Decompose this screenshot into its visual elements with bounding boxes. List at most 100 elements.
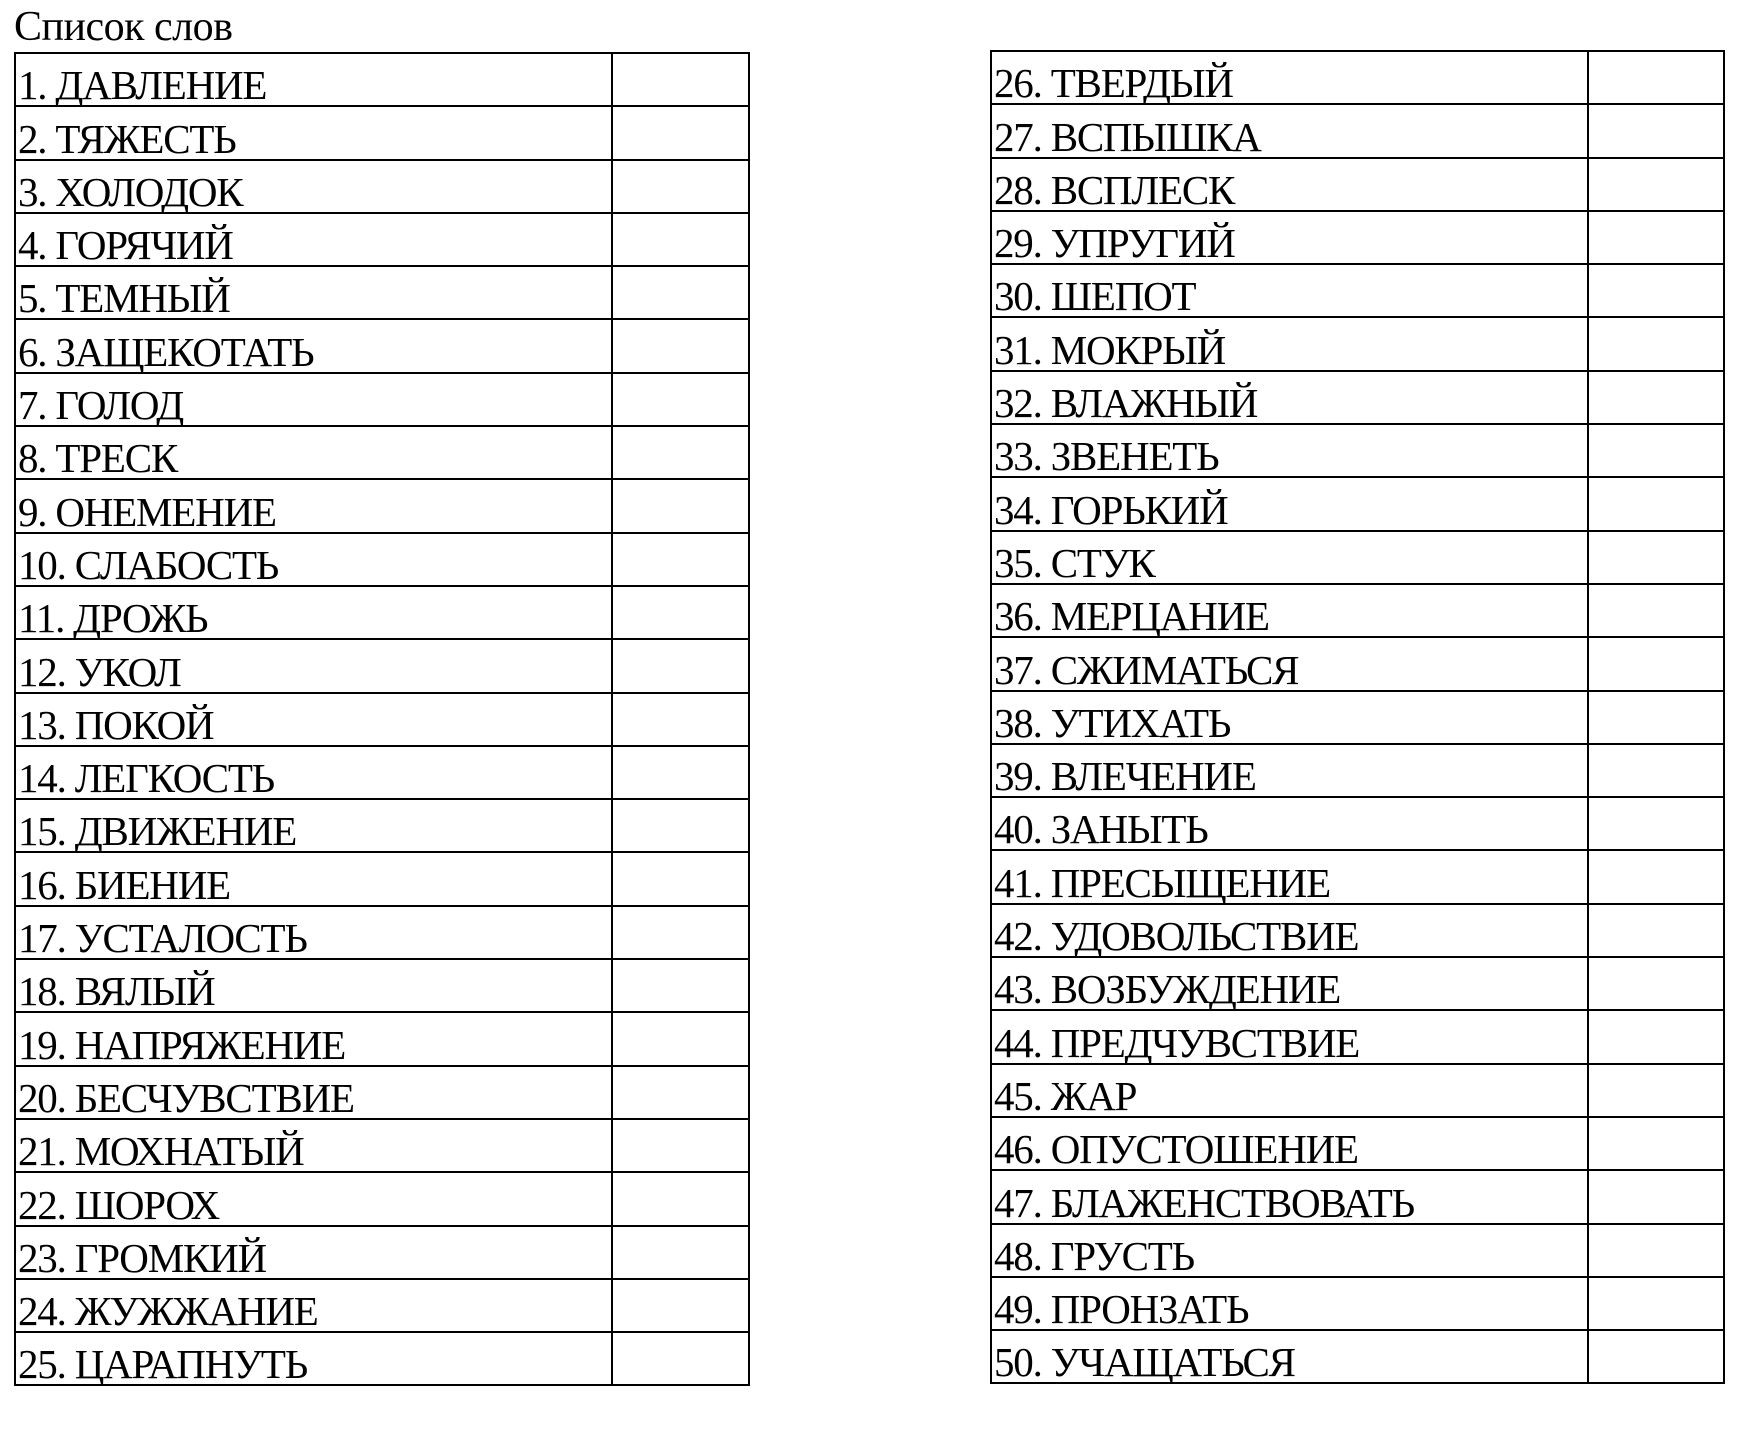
table-row: 6. ЗАЩЕКОТАТЬ — [15, 319, 749, 372]
answer-cell[interactable] — [612, 746, 749, 799]
word-cell: 42. УДОВОЛЬСТВИЕ — [991, 904, 1588, 957]
answer-cell[interactable] — [612, 479, 749, 532]
answer-cell[interactable] — [612, 959, 749, 1012]
answer-cell[interactable] — [612, 53, 749, 106]
answer-cell[interactable] — [612, 1226, 749, 1279]
answer-cell[interactable] — [612, 1119, 749, 1172]
table-row: 25. ЦАРАПНУТЬ — [15, 1332, 749, 1385]
answer-cell[interactable] — [1588, 211, 1724, 264]
answer-cell[interactable] — [1588, 957, 1724, 1010]
word-cell: 4. ГОРЯЧИЙ — [15, 213, 612, 266]
table-row: 19. НАПРЯЖЕНИЕ — [15, 1012, 749, 1065]
answer-cell[interactable] — [612, 1279, 749, 1332]
word-cell: 32. ВЛАЖНЫЙ — [991, 371, 1588, 424]
answer-cell[interactable] — [1588, 371, 1724, 424]
table-row: 37. СЖИМАТЬСЯ — [991, 637, 1724, 690]
word-cell: 23. ГРОМКИЙ — [15, 1226, 612, 1279]
answer-cell[interactable] — [1588, 104, 1724, 157]
answer-cell[interactable] — [612, 213, 749, 266]
table-row: 3. ХОЛОДОК — [15, 160, 749, 213]
table-row: 49. ПРОНЗАТЬ — [991, 1277, 1724, 1330]
answer-cell[interactable] — [1588, 584, 1724, 637]
answer-cell[interactable] — [1588, 1277, 1724, 1330]
word-cell: 38. УТИХАТЬ — [991, 691, 1588, 744]
answer-cell[interactable] — [1588, 317, 1724, 370]
answer-cell[interactable] — [1588, 158, 1724, 211]
table-row: 47. БЛАЖЕНСТВОВАТЬ — [991, 1170, 1724, 1223]
answer-cell[interactable] — [1588, 424, 1724, 477]
answer-cell[interactable] — [612, 639, 749, 692]
answer-cell[interactable] — [612, 799, 749, 852]
word-cell: 17. УСТАЛОСТЬ — [15, 906, 612, 959]
table-row: 46. ОПУСТОШЕНИЕ — [991, 1117, 1724, 1170]
word-cell: 12. УКОЛ — [15, 639, 612, 692]
answer-cell[interactable] — [612, 693, 749, 746]
word-cell: 3. ХОЛОДОК — [15, 160, 612, 213]
word-cell: 2. ТЯЖЕСТЬ — [15, 106, 612, 159]
answer-cell[interactable] — [612, 1012, 749, 1065]
word-cell: 35. СТУК — [991, 531, 1588, 584]
word-cell: 49. ПРОНЗАТЬ — [991, 1277, 1588, 1330]
table-row: 43. ВОЗБУЖДЕНИЕ — [991, 957, 1724, 1010]
answer-cell[interactable] — [612, 106, 749, 159]
answer-cell[interactable] — [1588, 264, 1724, 317]
table-row: 50. УЧАЩАТЬСЯ — [991, 1330, 1724, 1383]
word-cell: 36. МЕРЦАНИЕ — [991, 584, 1588, 637]
table-row: 23. ГРОМКИЙ — [15, 1226, 749, 1279]
answer-cell[interactable] — [612, 160, 749, 213]
answer-cell[interactable] — [612, 1172, 749, 1225]
table-row: 32. ВЛАЖНЫЙ — [991, 371, 1724, 424]
word-cell: 33. ЗВЕНЕТЬ — [991, 424, 1588, 477]
answer-cell[interactable] — [1588, 531, 1724, 584]
answer-cell[interactable] — [1588, 1170, 1724, 1223]
answer-cell[interactable] — [1588, 691, 1724, 744]
word-table-left: 1. ДАВЛЕНИЕ2. ТЯЖЕСТЬ3. ХОЛОДОК4. ГОРЯЧИ… — [14, 52, 750, 1386]
table-row: 13. ПОКОЙ — [15, 693, 749, 746]
answer-cell[interactable] — [1588, 637, 1724, 690]
answer-cell[interactable] — [612, 319, 749, 372]
word-cell: 21. МОХНАТЫЙ — [15, 1119, 612, 1172]
table-row: 38. УТИХАТЬ — [991, 691, 1724, 744]
answer-cell[interactable] — [1588, 477, 1724, 530]
answer-cell[interactable] — [1588, 1330, 1724, 1383]
answer-cell[interactable] — [1588, 51, 1724, 104]
answer-cell[interactable] — [612, 906, 749, 959]
answer-cell[interactable] — [612, 1066, 749, 1119]
answer-cell[interactable] — [612, 533, 749, 586]
answer-cell[interactable] — [1588, 904, 1724, 957]
table-row: 41. ПРЕСЫЩЕНИЕ — [991, 850, 1724, 903]
table-row: 4. ГОРЯЧИЙ — [15, 213, 749, 266]
word-cell: 41. ПРЕСЫЩЕНИЕ — [991, 850, 1588, 903]
answer-cell[interactable] — [1588, 797, 1724, 850]
answer-cell[interactable] — [1588, 1064, 1724, 1117]
answer-cell[interactable] — [612, 426, 749, 479]
word-cell: 50. УЧАЩАТЬСЯ — [991, 1330, 1588, 1383]
answer-cell[interactable] — [1588, 1117, 1724, 1170]
answer-cell[interactable] — [1588, 1010, 1724, 1063]
table-row: 16. БИЕНИЕ — [15, 852, 749, 905]
table-row: 14. ЛЕГКОСТЬ — [15, 746, 749, 799]
answer-cell[interactable] — [1588, 1224, 1724, 1277]
word-cell: 8. ТРЕСК — [15, 426, 612, 479]
table-row: 33. ЗВЕНЕТЬ — [991, 424, 1724, 477]
answer-cell[interactable] — [612, 586, 749, 639]
word-cell: 5. ТЕМНЫЙ — [15, 266, 612, 319]
word-cell: 40. ЗАНЫТЬ — [991, 797, 1588, 850]
answer-cell[interactable] — [612, 1332, 749, 1385]
word-cell: 16. БИЕНИЕ — [15, 852, 612, 905]
table-row: 40. ЗАНЫТЬ — [991, 797, 1724, 850]
answer-cell[interactable] — [1588, 850, 1724, 903]
word-cell: 18. ВЯЛЫЙ — [15, 959, 612, 1012]
table-row: 29. УПРУГИЙ — [991, 211, 1724, 264]
answer-cell[interactable] — [612, 266, 749, 319]
table-row: 15. ДВИЖЕНИЕ — [15, 799, 749, 852]
word-cell: 7. ГОЛОД — [15, 373, 612, 426]
table-row: 18. ВЯЛЫЙ — [15, 959, 749, 1012]
answer-cell[interactable] — [612, 852, 749, 905]
answer-cell[interactable] — [612, 373, 749, 426]
word-table-right: 26. ТВЕРДЫЙ27. ВСПЫШКА28. ВСПЛЕСК29. УПР… — [990, 50, 1725, 1384]
answer-cell[interactable] — [1588, 744, 1724, 797]
table-row: 20. БЕСЧУВСТВИЕ — [15, 1066, 749, 1119]
word-cell: 27. ВСПЫШКА — [991, 104, 1588, 157]
table-row: 26. ТВЕРДЫЙ — [991, 51, 1724, 104]
